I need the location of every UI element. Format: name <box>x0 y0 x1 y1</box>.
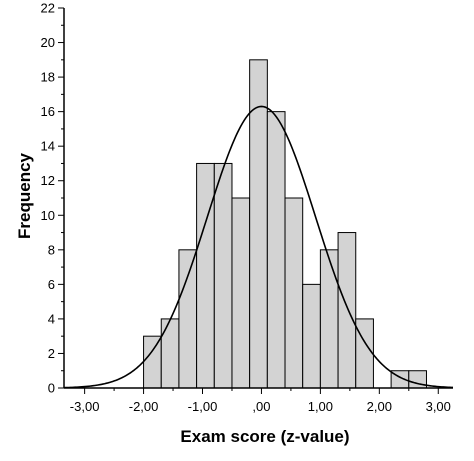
histogram-bar <box>160 318 180 389</box>
x-axis: -3,00 -2,00 -1,00 ,00 1,00 2,00 3,00 <box>64 387 453 414</box>
x-tick-label: -2,00 <box>129 399 159 414</box>
y-tick-label: 16 <box>41 104 55 119</box>
y-tick-label: 12 <box>41 173 55 188</box>
histogram-bar <box>213 162 233 389</box>
x-axis-title: Exam score (z-value) <box>180 427 349 446</box>
histogram-bars <box>143 59 427 389</box>
histogram-bar <box>284 197 304 389</box>
histogram-bar <box>143 335 162 389</box>
y-tick-label: 10 <box>41 208 55 223</box>
x-tick-label: 3,00 <box>426 399 451 414</box>
y-tick-label: 6 <box>48 277 55 292</box>
x-tick-label: -3,00 <box>70 399 100 414</box>
y-tick-label: 14 <box>41 139 55 154</box>
x-tick-label: -1,00 <box>188 399 218 414</box>
y-tick-label: 22 <box>41 1 55 16</box>
x-tick-label: ,00 <box>252 399 270 414</box>
histogram-bar <box>337 232 357 389</box>
histogram-bar <box>231 197 251 389</box>
y-tick-label: 20 <box>41 35 55 50</box>
histogram-bar <box>178 249 198 389</box>
y-tick-label: 2 <box>48 346 55 361</box>
x-tick-label: 1,00 <box>308 399 333 414</box>
histogram-bar <box>302 283 321 389</box>
y-tick-label: 0 <box>48 381 55 396</box>
histogram-bar <box>196 162 215 389</box>
y-axis-title: Frequency <box>15 152 34 239</box>
y-tick-label: 18 <box>41 70 55 85</box>
y-tick-label: 8 <box>48 242 55 257</box>
y-tick-label: 4 <box>48 311 55 326</box>
y-axis: 0 2 4 6 8 10 12 14 16 18 20 22 <box>41 1 65 396</box>
histogram-bar <box>355 318 374 389</box>
histogram-bar <box>319 249 339 389</box>
histogram-bar <box>266 111 286 389</box>
normal-curve <box>63 105 454 389</box>
x-tick-label: 2,00 <box>367 399 392 414</box>
histogram-bar <box>249 59 268 389</box>
